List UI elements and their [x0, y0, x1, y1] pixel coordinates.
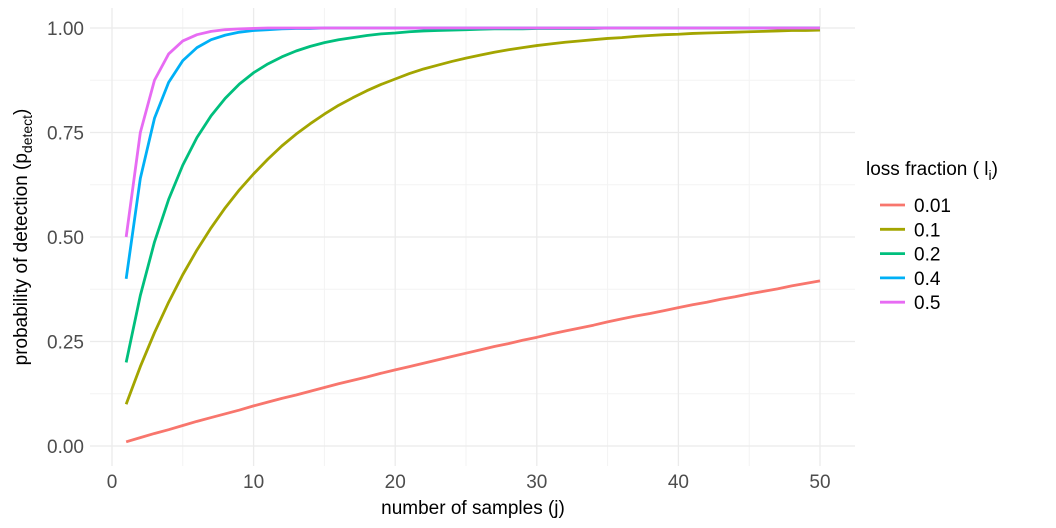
legend-title: loss fraction ( li) — [866, 159, 998, 183]
legend-items: 0.01 0.1 0.2 0.4 0.5 — [880, 196, 951, 314]
legend-item: 0.4 — [880, 269, 941, 290]
y-tick-label: 0.50 — [47, 228, 84, 249]
series-lines — [124, 26, 821, 444]
x-tick-label: 40 — [668, 472, 689, 493]
y-tick-label: 0.75 — [47, 124, 84, 145]
legend-label: 0.01 — [914, 196, 951, 217]
series-line-0.2 — [124, 26, 820, 363]
legend-label: 0.1 — [914, 220, 940, 241]
legend-title-subscript: i — [988, 167, 991, 183]
x-axis-title: number of samples (j) — [381, 498, 565, 519]
x-tick-label: 50 — [809, 472, 830, 493]
legend-item: 0.5 — [880, 293, 940, 314]
legend-title-main: loss fraction ( l — [866, 159, 988, 180]
legend-label: 0.2 — [914, 245, 940, 266]
series-line-0.4 — [124, 26, 820, 279]
legend: loss fraction ( li) 0.01 0.1 0.2 0.4 0.5 — [866, 159, 998, 314]
y-axis-ticks: 0.00 0.25 0.50 0.75 1.00 — [47, 19, 84, 458]
y-axis-title-close: ) — [11, 109, 32, 115]
x-tick-label: 30 — [526, 472, 547, 493]
y-axis-title-main: probability of detection (p — [11, 153, 32, 365]
y-axis-title-subscript: detect — [19, 115, 35, 153]
x-tick-label: 10 — [243, 472, 264, 493]
legend-item: 0.2 — [880, 245, 940, 266]
legend-item: 0.1 — [880, 220, 940, 241]
y-tick-label: 1.00 — [47, 19, 84, 40]
series-line-0.5 — [124, 26, 820, 238]
series-line-0.01 — [125, 279, 821, 444]
legend-label: 0.5 — [914, 293, 940, 314]
legend-label: 0.4 — [914, 269, 941, 290]
y-tick-label: 0.00 — [47, 437, 84, 458]
grid — [90, 8, 855, 466]
x-tick-label: 0 — [107, 472, 118, 493]
y-axis-title: probability of detection (pdetect) — [11, 109, 35, 366]
legend-item: 0.01 — [880, 196, 951, 217]
series-line-0.1 — [124, 28, 821, 405]
y-tick-label: 0.25 — [47, 333, 84, 354]
legend-title-close: ) — [992, 159, 998, 180]
x-axis-ticks: 0 10 20 30 40 50 — [107, 472, 831, 493]
x-tick-label: 20 — [385, 472, 406, 493]
